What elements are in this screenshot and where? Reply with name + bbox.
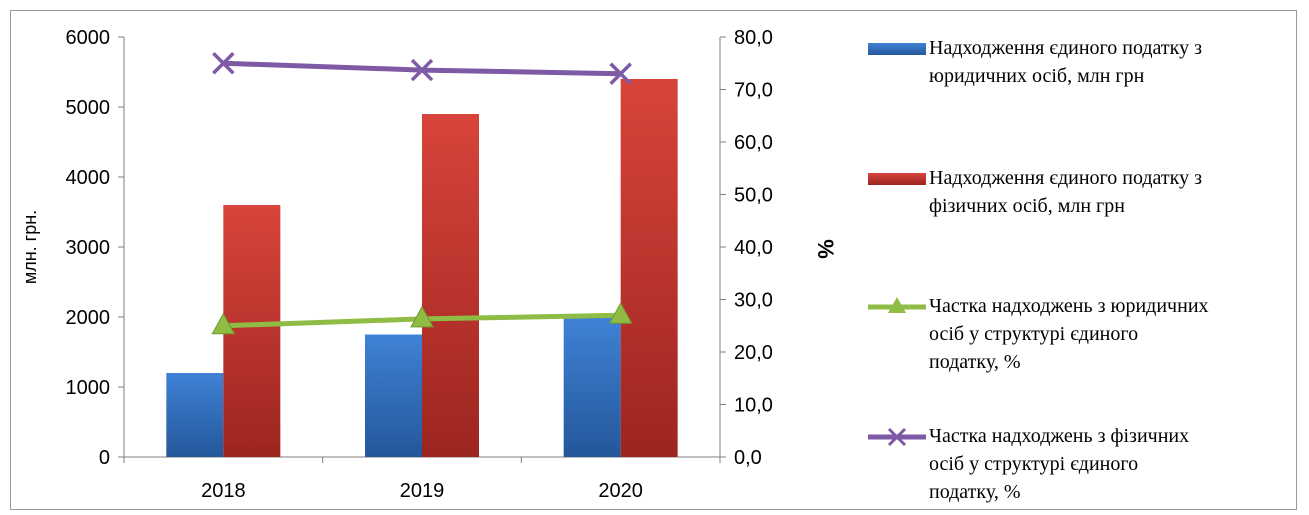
triangle-point-2019	[410, 305, 434, 328]
x-point-2020	[609, 62, 632, 85]
bar-series-2-2020	[620, 79, 678, 457]
left-axis-tick-label: 1000	[66, 377, 111, 399]
lines	[211, 52, 633, 335]
x-point-2018	[212, 52, 235, 75]
left-axis-tick-label: 6000	[66, 27, 111, 49]
legend-key-bar-1	[868, 43, 926, 55]
right-axis-tick-label: 60,0	[734, 132, 773, 154]
legend-label-1-line-2: юридичних осіб, млн грн	[929, 65, 1145, 87]
y-right-axis-title: %	[813, 239, 838, 259]
legend-label-3-line-1: Частка надходжень з юридичних	[929, 295, 1209, 317]
legend-key-x-marker	[887, 427, 907, 447]
legend-label-4-line-1: Частка надходжень з фізичних	[929, 425, 1189, 447]
bar-series-1-2019	[365, 334, 422, 457]
legend-key-bar-2	[868, 173, 926, 185]
left-axis-tick-label: 2000	[66, 307, 111, 329]
legend-label-3-line-2: осіб у структурі єдиного	[929, 323, 1138, 345]
legend-label-3-line-3: податку, %	[929, 351, 1021, 373]
legend-key-triangle-marker	[888, 297, 906, 313]
bar-series-2-2019	[422, 114, 479, 457]
legend-label-4-line-3: податку, %	[929, 481, 1021, 503]
y-left-axis-title: млн. грн.	[20, 210, 40, 284]
bar-series-1-2018	[166, 373, 224, 457]
triangle-point-2018	[211, 312, 236, 335]
legend-label-2-line-1: Надходження єдиного податку з	[929, 167, 1202, 189]
right-axis-tick-label: 20,0	[734, 342, 773, 364]
bars	[166, 79, 678, 457]
axes: 0 1000 2000 3000 4000 5000 6000 0,0 10,0 20,0 30,0…	[20, 27, 838, 502]
x-axis-tick-label: 2019	[400, 480, 445, 502]
left-axis-tick-label: 3000	[66, 237, 111, 259]
x-axis-tick-label: 2018	[201, 480, 246, 502]
chart-frame	[10, 10, 1297, 510]
legend-label-4-line-2: осіб у структурі єдиного	[929, 453, 1138, 475]
right-axis-tick-label: 70,0	[734, 80, 773, 102]
right-axis-tick-label: 0,0	[734, 447, 762, 469]
right-axis-tick-label: 30,0	[734, 290, 773, 312]
triangle-point-2020	[608, 302, 633, 324]
legend-label-1-line-1: Надходження єдиного податку з	[929, 37, 1202, 59]
right-axis-tick-label: 10,0	[734, 395, 773, 417]
left-axis-tick-label: 4000	[66, 167, 111, 189]
x-axis-tick-label: 2020	[598, 480, 643, 502]
left-axis-tick-label: 0	[99, 447, 110, 469]
bar-series-1-2020	[563, 317, 621, 457]
legend: Надходження єдиного податку з юридичних о…	[868, 37, 1209, 503]
right-axis-tick-label: 40,0	[734, 237, 773, 259]
legend-label-2-line-2: фізичних осіб, млн грн	[929, 195, 1125, 217]
left-axis-tick-label: 5000	[66, 97, 111, 119]
right-axis-tick-label: 80,0	[734, 27, 773, 49]
right-axis-tick-label: 50,0	[734, 185, 773, 207]
x-point-2019	[410, 58, 434, 82]
